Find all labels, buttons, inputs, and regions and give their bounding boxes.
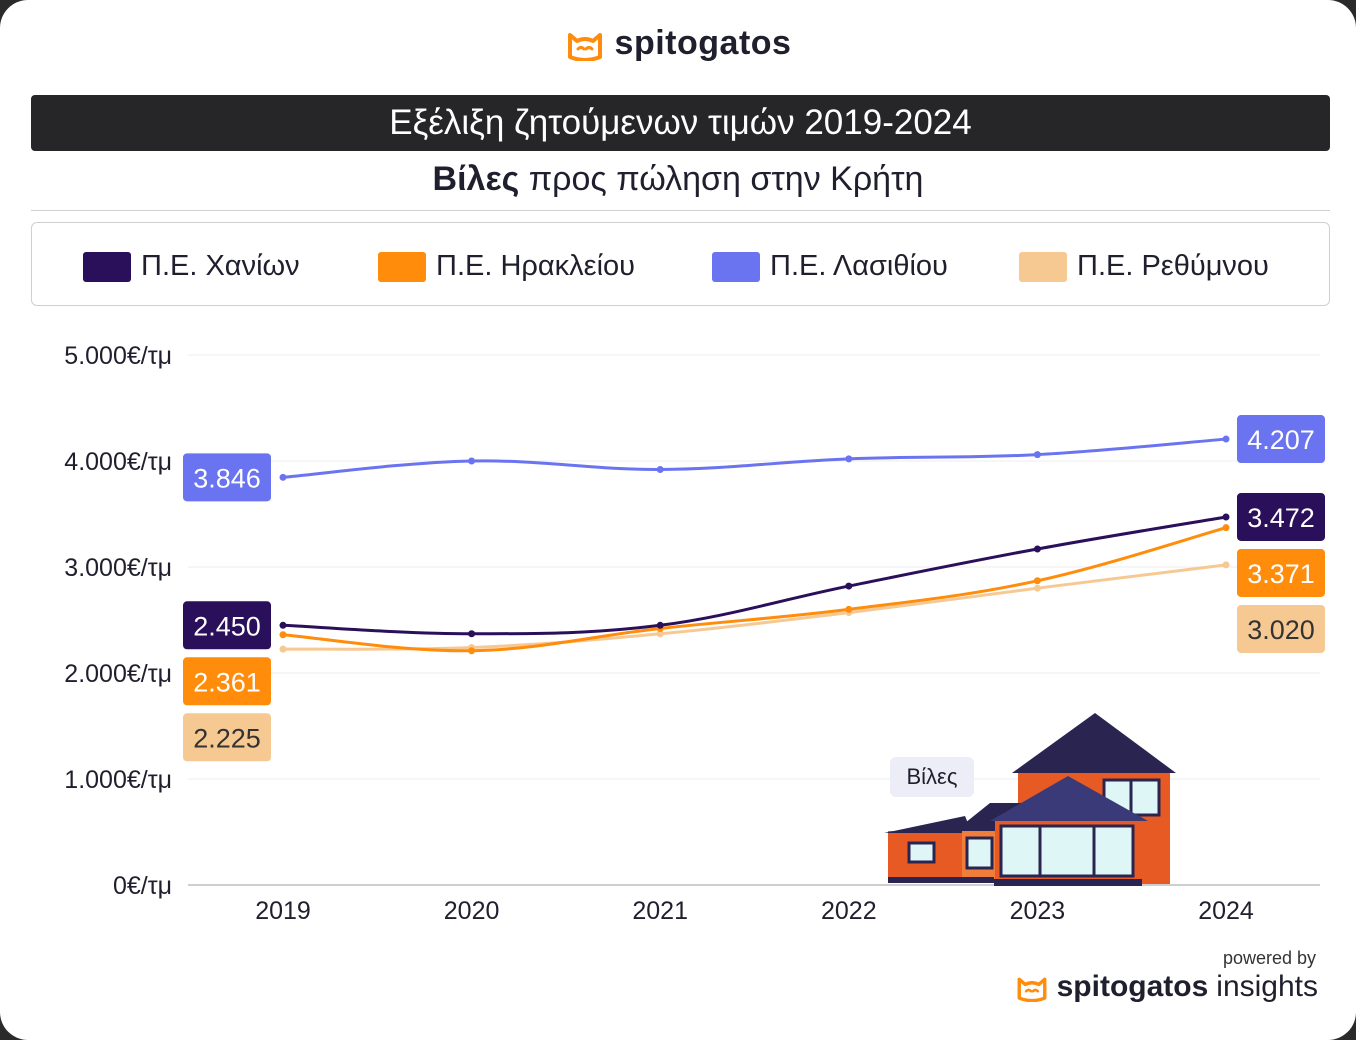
value-badge-bg bbox=[1237, 604, 1325, 653]
villa-illustration: Βίλες bbox=[884, 713, 1176, 886]
powered-by-text: powered by bbox=[1222, 948, 1316, 968]
legend-item-rethymno: Π.Ε. Ρεθύμνου bbox=[1019, 250, 1269, 283]
chart-subtitle: Βίλες προς πώληση στην Κρήτη bbox=[0, 160, 1356, 199]
subtitle-bold: Βίλες bbox=[432, 160, 520, 198]
series-line bbox=[282, 515, 1227, 636]
data-point bbox=[1033, 584, 1041, 592]
value-badge-bg bbox=[1237, 548, 1325, 597]
data-point bbox=[656, 465, 664, 473]
data-point bbox=[845, 605, 853, 613]
y-tick-label: 5.000€/τμ bbox=[64, 342, 172, 370]
value-badge-bg bbox=[183, 453, 271, 502]
x-tick-label: 2024 bbox=[1198, 897, 1254, 925]
value-badge: 2.225 bbox=[193, 723, 261, 753]
legend-swatch bbox=[378, 251, 426, 282]
data-point bbox=[468, 630, 476, 638]
y-tick-label: 3.000€/τμ bbox=[64, 554, 172, 582]
value-badge-bg bbox=[1237, 492, 1325, 541]
divider bbox=[31, 210, 1330, 211]
data-point bbox=[468, 457, 476, 465]
value-badge: 3.846 bbox=[193, 463, 261, 493]
value-badge: 3.371 bbox=[1247, 559, 1315, 589]
cat-logo-icon bbox=[567, 32, 602, 61]
data-point bbox=[1222, 513, 1230, 521]
data-point bbox=[1033, 545, 1041, 553]
footer-logo: spitogatos insights bbox=[1015, 970, 1318, 1004]
brand-name: spitogatos bbox=[614, 24, 792, 62]
brand-logo: spitogatos bbox=[0, 24, 1356, 74]
cat-logo-icon bbox=[1017, 977, 1047, 1002]
legend-swatch bbox=[1019, 251, 1067, 282]
footer-brand: spitogatos bbox=[1056, 970, 1209, 1003]
data-point bbox=[1222, 524, 1230, 532]
x-tick-label: 2019 bbox=[255, 897, 311, 925]
value-badge: 3.020 bbox=[1247, 615, 1315, 645]
legend-label: Π.Ε. Χανίων bbox=[141, 250, 300, 282]
data-point bbox=[1033, 577, 1041, 585]
data-point bbox=[845, 455, 853, 463]
legend-label: Π.Ε. Ρεθύμνου bbox=[1077, 250, 1269, 282]
data-point bbox=[1222, 435, 1230, 443]
value-badge: 3.472 bbox=[1247, 503, 1315, 533]
x-tick-label: 2023 bbox=[1010, 897, 1066, 925]
data-point bbox=[279, 621, 287, 629]
value-badge-bg bbox=[1237, 415, 1325, 464]
legend-label: Π.Ε. Ηρακλείου bbox=[436, 250, 636, 282]
data-point bbox=[468, 647, 476, 655]
value-badge-bg bbox=[183, 657, 271, 706]
legend-label: Π.Ε. Λασιθίου bbox=[770, 250, 948, 282]
series-line bbox=[282, 563, 1227, 651]
footer-suffix: insights bbox=[1216, 970, 1318, 1003]
legend: Π.Ε. Χανίων Π.Ε. Ηρακλείου Π.Ε. Λασιθίου… bbox=[31, 222, 1330, 306]
data-point bbox=[845, 582, 853, 590]
legend-item-chania: Π.Ε. Χανίων bbox=[83, 250, 300, 283]
x-tick-label: 2021 bbox=[632, 897, 688, 925]
illustration-label: Βίλες bbox=[907, 764, 958, 789]
series-line bbox=[282, 526, 1227, 653]
value-badge: 2.361 bbox=[193, 667, 261, 697]
value-badge: 2.450 bbox=[193, 611, 261, 641]
data-point bbox=[656, 621, 664, 629]
data-point bbox=[1033, 451, 1041, 459]
legend-item-heraklion: Π.Ε. Ηρακλείου bbox=[378, 250, 635, 283]
subtitle-rest: προς πώληση στην Κρήτη bbox=[519, 160, 924, 198]
series-line bbox=[282, 437, 1227, 479]
data-point bbox=[279, 631, 287, 639]
y-tick-label: 0€/τμ bbox=[113, 872, 172, 900]
data-point bbox=[1222, 561, 1230, 569]
data-point bbox=[656, 630, 664, 638]
legend-swatch bbox=[83, 251, 131, 282]
y-tick-label: 1.000€/τμ bbox=[64, 766, 172, 794]
value-badge-bg bbox=[183, 713, 271, 762]
value-badge-bg bbox=[183, 601, 271, 650]
x-tick-label: 2022 bbox=[821, 897, 877, 925]
chart-title: Εξέλιξη ζητούμενων τιμών 2019-2024 bbox=[31, 95, 1330, 151]
y-tick-label: 2.000€/τμ bbox=[64, 660, 172, 688]
illustration-label-bg bbox=[890, 757, 974, 797]
data-point bbox=[279, 473, 287, 481]
x-tick-label: 2020 bbox=[444, 897, 500, 925]
data-point bbox=[279, 645, 287, 653]
legend-swatch bbox=[712, 251, 760, 282]
value-badge: 4.207 bbox=[1247, 425, 1315, 455]
y-tick-label: 4.000€/τμ bbox=[64, 448, 172, 476]
legend-item-lasithi: Π.Ε. Λασιθίου bbox=[712, 250, 948, 283]
